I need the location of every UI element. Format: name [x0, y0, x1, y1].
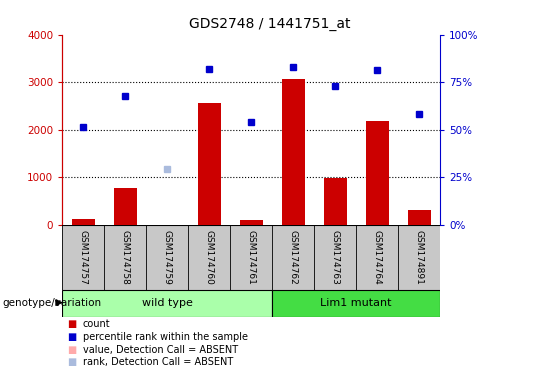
Bar	[113, 187, 137, 225]
Text: percentile rank within the sample: percentile rank within the sample	[83, 332, 248, 342]
Bar	[281, 79, 305, 225]
Text: ■: ■	[68, 332, 77, 342]
Text: genotype/variation: genotype/variation	[3, 298, 102, 308]
Text: GSM174757: GSM174757	[79, 230, 87, 285]
Text: GSM174761: GSM174761	[247, 230, 255, 285]
Text: ■: ■	[68, 358, 77, 367]
Text: Lim1 mutant: Lim1 mutant	[320, 298, 392, 308]
Text: ■: ■	[68, 345, 77, 355]
Text: GSM174760: GSM174760	[205, 230, 214, 285]
Bar	[366, 121, 389, 225]
Bar	[408, 210, 431, 225]
Text: GSM174891: GSM174891	[415, 230, 423, 285]
Bar	[71, 219, 94, 225]
Bar	[240, 220, 262, 225]
Bar	[323, 178, 347, 225]
Text: count: count	[83, 319, 110, 329]
Text: GSM174764: GSM174764	[373, 230, 382, 285]
Text: GSM174758: GSM174758	[120, 230, 130, 285]
Text: GSM174762: GSM174762	[288, 230, 298, 285]
Text: ■: ■	[68, 319, 77, 329]
Bar	[272, 290, 440, 317]
Bar	[62, 290, 272, 317]
Text: GSM174763: GSM174763	[330, 230, 340, 285]
Text: GDS2748 / 1441751_at: GDS2748 / 1441751_at	[189, 17, 351, 31]
Bar	[198, 103, 221, 225]
Text: rank, Detection Call = ABSENT: rank, Detection Call = ABSENT	[83, 358, 233, 367]
Text: GSM174759: GSM174759	[163, 230, 172, 285]
Text: wild type: wild type	[141, 298, 193, 308]
Text: value, Detection Call = ABSENT: value, Detection Call = ABSENT	[83, 345, 238, 355]
